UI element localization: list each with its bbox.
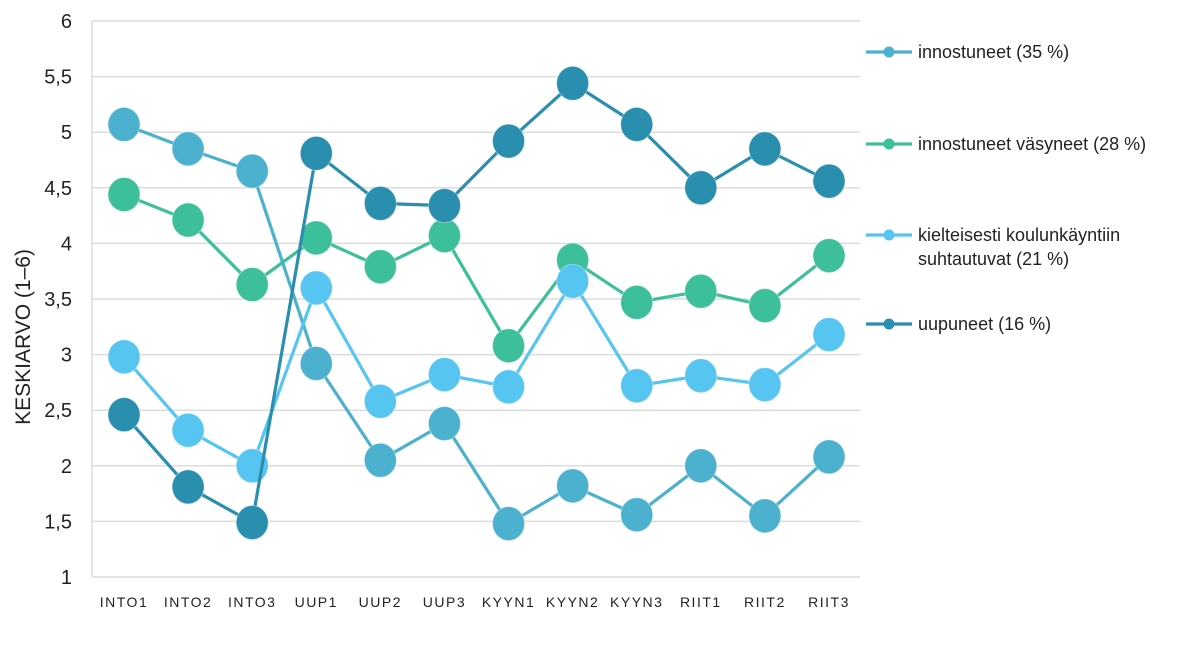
data-point: [427, 406, 461, 442]
y-tick-label: 2,5: [44, 400, 72, 422]
data-point: [492, 328, 526, 364]
series-line: [123, 192, 830, 348]
series-line: [122, 81, 830, 525]
data-point: [427, 188, 461, 224]
data-point: [171, 469, 205, 505]
y-tick-label: 6: [61, 11, 72, 33]
data-point: [812, 317, 846, 353]
data-point: [684, 448, 718, 484]
legend-item: uupuneet (16 %): [866, 314, 1051, 334]
data-point: [492, 506, 526, 542]
data-point: [235, 267, 269, 303]
series-2: [107, 176, 846, 364]
legend-marker: [883, 46, 895, 58]
data-point: [812, 238, 846, 274]
legend-marker: [883, 138, 895, 150]
x-tick-label: UUP2: [359, 594, 402, 610]
series: [107, 65, 846, 542]
series-1: [107, 106, 846, 542]
y-axis: 1 1,5 2 2,5 3 3,5 4 4,5 5 5,5 6: [44, 11, 93, 589]
data-point: [492, 369, 526, 405]
y-tick-label: 3: [61, 345, 72, 367]
x-tick-label: RIIT3: [808, 594, 850, 610]
data-point: [363, 442, 397, 478]
series-line: [122, 279, 830, 468]
legend-label: uupuneet (16 %): [918, 314, 1051, 334]
x-tick-label: INTO1: [100, 594, 148, 610]
data-point: [556, 468, 590, 504]
legend-item: innostuneet väsyneet (28 %): [866, 134, 1146, 154]
data-point: [620, 106, 654, 142]
data-point: [748, 288, 782, 324]
data-point: [620, 284, 654, 320]
legend-label: innostuneet väsyneet (28 %): [918, 134, 1146, 154]
data-point: [427, 357, 461, 393]
legend-label: suhtautuvat (21 %): [918, 249, 1069, 269]
data-point: [171, 131, 205, 167]
data-point: [556, 65, 590, 101]
x-tick-label: RIIT1: [680, 594, 722, 610]
data-point: [684, 273, 718, 309]
x-tick-label: KYYN2: [546, 594, 599, 610]
y-tick-label: 4,5: [44, 178, 72, 200]
data-point: [299, 345, 333, 381]
data-point: [171, 412, 205, 448]
data-point: [299, 270, 333, 306]
series-3: [107, 263, 846, 484]
data-point: [684, 358, 718, 394]
data-point: [107, 397, 141, 433]
data-point: [684, 170, 718, 206]
data-point: [620, 368, 654, 404]
legend-marker: [883, 318, 895, 330]
data-point: [748, 131, 782, 167]
y-tick-label: 1: [61, 567, 72, 589]
legend-marker: [883, 229, 895, 241]
series-line: [123, 122, 831, 526]
x-tick-label: KYYN1: [482, 594, 535, 610]
data-point: [620, 497, 654, 533]
data-point: [427, 218, 461, 254]
y-tick-label: 3,5: [44, 289, 72, 311]
x-tick-label: INTO2: [164, 594, 212, 610]
data-point: [235, 153, 269, 189]
data-point: [556, 263, 590, 299]
legend: innostuneet (35 %) innostuneet väsyneet (…: [866, 42, 1146, 334]
legend-item: kielteisesti koulunkäyntiin suhtautuvat (…: [866, 225, 1120, 269]
data-point: [235, 505, 269, 541]
data-point: [363, 185, 397, 221]
y-tick-label: 2: [61, 456, 72, 478]
data-point: [107, 339, 141, 375]
data-point: [748, 367, 782, 403]
x-tick-label: RIIT2: [744, 594, 786, 610]
x-axis: INTO1 INTO2 INTO3 UUP1 UUP2 UUP3 KYYN1 KYYN2 KYY…: [100, 594, 850, 610]
data-point: [363, 383, 397, 419]
data-point: [107, 106, 141, 142]
data-point: [812, 163, 846, 199]
legend-label: kielteisesti koulunkäyntiin: [918, 225, 1120, 245]
x-tick-label: UUP1: [295, 594, 338, 610]
data-point: [299, 135, 333, 171]
x-tick-label: KYYN3: [610, 594, 663, 610]
data-point: [748, 498, 782, 534]
y-tick-label: 1,5: [44, 511, 72, 533]
y-tick-label: 5: [61, 122, 72, 144]
x-tick-label: INTO3: [228, 594, 276, 610]
legend-label: innostuneet (35 %): [918, 42, 1069, 62]
data-point: [171, 202, 205, 238]
legend-item: innostuneet (35 %): [866, 42, 1069, 62]
gridlines: [92, 20, 860, 578]
data-point: [812, 439, 846, 475]
data-point: [363, 249, 397, 285]
y-axis-title: KESKIARVO (1–6): [12, 249, 35, 425]
data-point: [492, 123, 526, 159]
y-tick-label: 4: [61, 233, 72, 255]
series-4: [107, 65, 846, 541]
y-tick-label: 5,5: [44, 67, 72, 89]
x-tick-label: UUP3: [423, 594, 466, 610]
data-point: [107, 176, 141, 212]
